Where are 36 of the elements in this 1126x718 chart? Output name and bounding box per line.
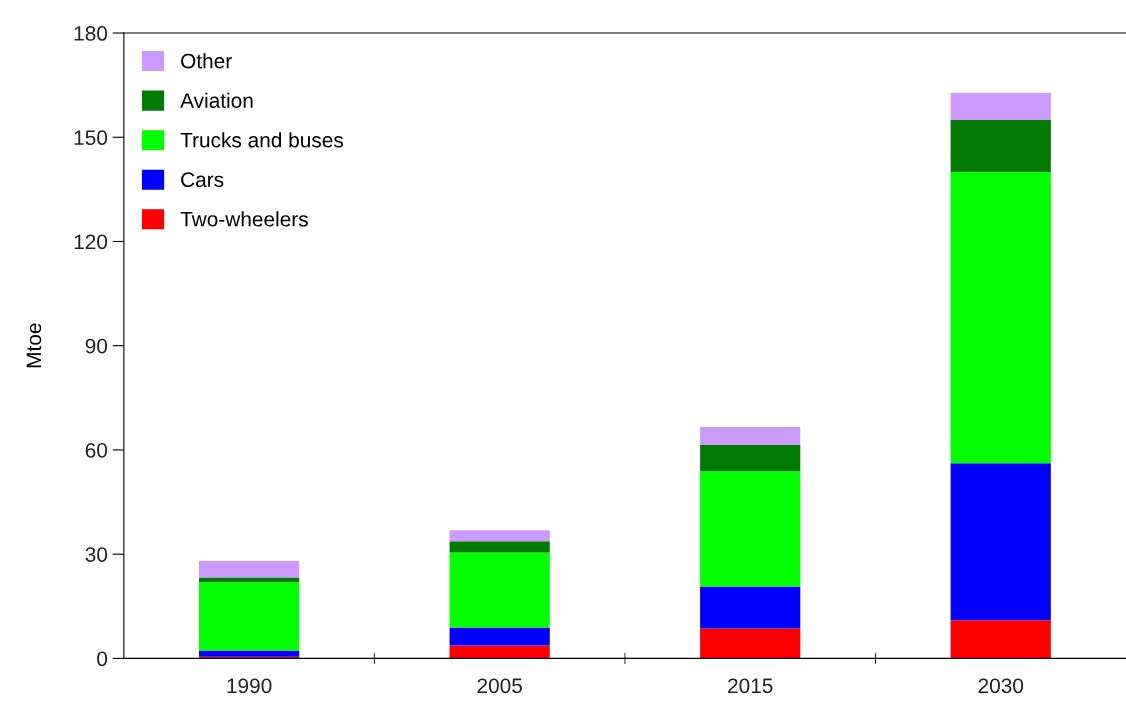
legend-label: Aviation [180,92,253,108]
x-tick-label: 2015 [728,678,773,694]
bar [700,445,801,472]
x-tick-label: 1990 [227,678,272,694]
y-tick-label: 150 [74,130,108,146]
bar [950,119,1051,172]
bar [199,561,300,578]
bar [700,586,801,629]
y-tick-label: 90 [85,338,108,354]
x-tick-label: 2030 [978,678,1024,694]
legend-label: Other [181,53,232,69]
y-tick-label: 120 [74,234,108,250]
bar [700,427,801,446]
bar [449,530,550,542]
legend-label: Two-wheelers [180,211,308,227]
bar [199,577,300,583]
y-tick-label: 60 [85,442,108,458]
y-axis-title: Mtoe [26,323,42,368]
bar [950,92,1051,120]
y-tick-label: 0 [97,651,108,667]
bar [700,628,801,659]
legend-label: Trucks and buses [180,132,344,148]
bar [199,582,300,651]
bar [449,541,550,553]
bar [950,172,1051,464]
y-tick-label: 30 [85,547,108,562]
x-tick-label: 2005 [477,678,522,694]
bar [449,627,550,646]
legend-label: Cars [181,172,224,188]
bar [700,471,801,587]
y-tick-label: 180 [74,26,108,41]
bar [199,650,300,657]
bar [950,620,1051,659]
bar [449,552,550,628]
bar [449,645,550,659]
bar [950,463,1051,621]
